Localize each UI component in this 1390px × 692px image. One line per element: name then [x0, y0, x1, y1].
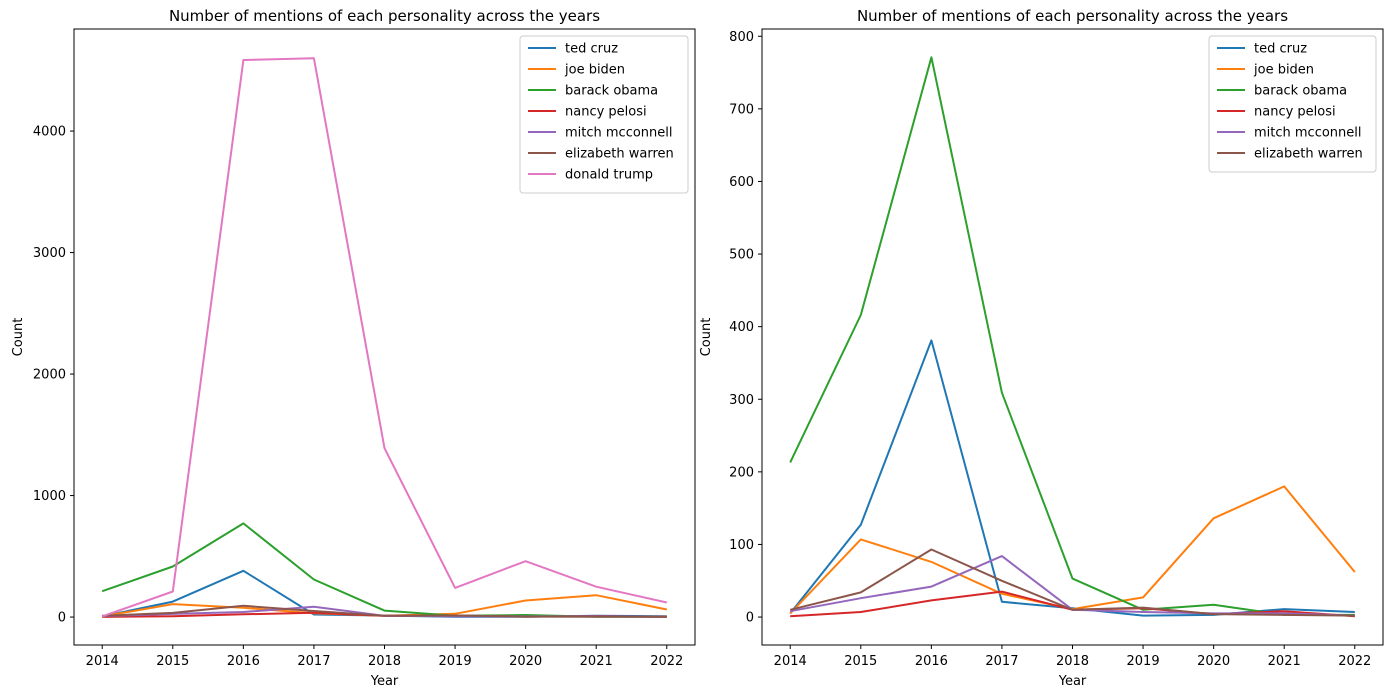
legend-label: joe biden [1253, 63, 1314, 78]
chart-panel-1: Number of mentions of each personality a… [11, 7, 696, 689]
x-tick-label: 2015 [844, 654, 877, 669]
legend-label: ted cruz [1254, 42, 1307, 57]
x-tick-label: 2016 [227, 654, 260, 669]
legend-label: mitch mcconnell [565, 126, 673, 141]
legend-label: mitch mcconnell [1254, 126, 1362, 141]
legend-label: elizabeth warren [565, 147, 674, 162]
x-tick-label: 2019 [439, 654, 472, 669]
x-tick-label: 2021 [1268, 654, 1301, 669]
x-tick-label: 2018 [1056, 654, 1089, 669]
chart-panel-2: Number of mentions of each personality a… [699, 7, 1384, 689]
x-tick-label: 2021 [580, 654, 613, 669]
series-line-mitch-mcconnell [790, 555, 1355, 617]
y-axis-label: Count [699, 318, 714, 357]
x-tick-label: 2016 [915, 654, 948, 669]
legend-label: nancy pelosi [1254, 105, 1336, 120]
chart-title: Number of mentions of each personality a… [857, 7, 1288, 25]
legend-label: donald trump [565, 168, 653, 183]
y-tick-label: 1000 [33, 489, 66, 504]
x-tick-label: 2014 [86, 654, 119, 669]
legend-box [519, 35, 689, 194]
x-tick-label: 2015 [156, 654, 189, 669]
series-line-barack-obama [101, 522, 667, 618]
series-line-joe-biden [789, 485, 1356, 615]
x-tick-label: 2017 [985, 654, 1018, 669]
x-axis-label: Year [370, 674, 399, 689]
x-tick-label: 2020 [1197, 654, 1230, 669]
x-tick-label: 2020 [509, 654, 542, 669]
legend-label: elizabeth warren [1254, 147, 1363, 162]
y-tick-label: 3000 [33, 246, 66, 261]
x-tick-label: 2022 [1338, 654, 1371, 669]
y-tick-label: 600 [729, 175, 754, 190]
x-tick-label: 2017 [297, 654, 330, 669]
y-tick-label: 100 [729, 538, 754, 553]
y-tick-label: 2000 [33, 368, 66, 383]
chart-title: Number of mentions of each personality a… [169, 7, 600, 25]
series-line-donald-trump [101, 57, 668, 618]
legend-label: ted cruz [565, 42, 618, 57]
legend-label: joe biden [564, 63, 625, 78]
y-tick-label: 400 [729, 320, 754, 335]
legend-label: nancy pelosi [565, 105, 647, 120]
y-axis-label: Count [11, 318, 26, 357]
plot-frame [73, 28, 696, 646]
y-tick-label: 0 [58, 611, 66, 626]
x-tick-label: 2022 [650, 654, 683, 669]
x-axis-label: Year [1058, 674, 1087, 689]
series-line-ted-cruz [789, 339, 1355, 617]
y-tick-label: 500 [729, 248, 754, 263]
legend: ted cruz joe biden barack obama nancy pelos… [519, 35, 689, 194]
y-tick-label: 700 [729, 102, 754, 117]
series-line-elizabeth-warren [789, 548, 1355, 617]
x-tick-label: 2014 [774, 654, 807, 669]
x-tick-label: 2019 [1127, 654, 1160, 669]
y-tick-label: 0 [746, 611, 754, 626]
y-tick-label: 4000 [33, 125, 66, 140]
plot-frame [761, 28, 1384, 646]
legend: ted cruz joe biden barack obama nancy pelos… [1208, 35, 1377, 173]
y-tick-label: 200 [729, 465, 754, 480]
y-tick-label: 300 [729, 393, 754, 408]
series-line-elizabeth-warren [102, 604, 667, 618]
y-tick-label: 800 [729, 30, 754, 45]
legend-label: barack obama [565, 84, 658, 99]
legend-box [1208, 35, 1377, 173]
x-tick-label: 2018 [368, 654, 401, 669]
legend-label: barack obama [1254, 84, 1347, 99]
